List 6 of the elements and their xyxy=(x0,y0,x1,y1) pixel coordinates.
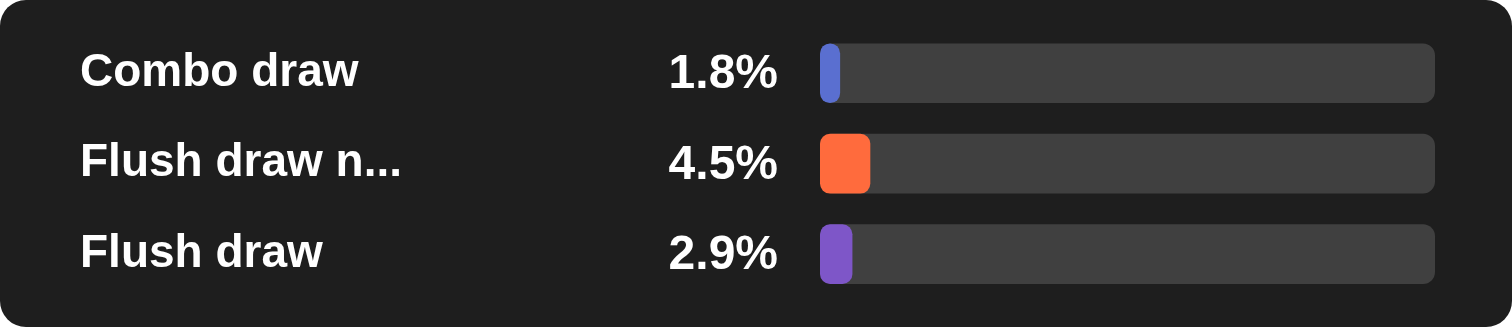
y-tick-label: Flush draw n... xyxy=(80,134,403,187)
y-tick-label: Flush draw xyxy=(80,224,324,277)
y-tick-label: Combo draw xyxy=(80,43,359,96)
data-label: 1.8% xyxy=(668,45,778,99)
data-label: 2.9% xyxy=(668,226,778,280)
data-label: 4.5% xyxy=(668,135,778,189)
